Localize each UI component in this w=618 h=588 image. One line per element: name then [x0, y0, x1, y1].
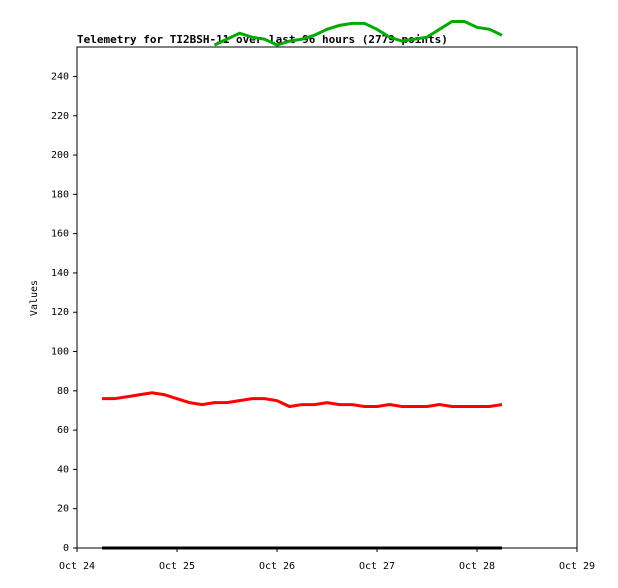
plot-frame — [76, 46, 578, 549]
x-tick-label: Oct 24 — [59, 561, 95, 572]
y-tick-label: 160 — [51, 229, 69, 240]
y-tick-label: 0 — [63, 543, 69, 554]
y-tick-label: 220 — [51, 111, 69, 122]
y-tick-label: 240 — [51, 71, 69, 82]
y-tick-label: 100 — [51, 347, 69, 358]
x-tick-label: Oct 29 — [559, 561, 595, 572]
y-tick-label: 200 — [51, 150, 69, 161]
y-tick-label: 120 — [51, 307, 69, 318]
x-tick-label: Oct 25 — [159, 561, 195, 572]
x-tick-label: Oct 26 — [259, 561, 295, 572]
x-tick-label: Oct 28 — [459, 561, 495, 572]
y-tick-label: 140 — [51, 268, 69, 279]
y-tick-label: 40 — [57, 464, 69, 475]
y-axis-label: Values — [29, 280, 40, 316]
x-tick-label: Oct 27 — [359, 561, 395, 572]
y-tick-label: 180 — [51, 189, 69, 200]
series-line — [102, 391, 503, 409]
series-line — [213, 19, 503, 47]
y-tick-label: 60 — [57, 425, 69, 436]
y-tick-label: 20 — [57, 504, 69, 515]
y-tick-label: 80 — [57, 386, 69, 397]
